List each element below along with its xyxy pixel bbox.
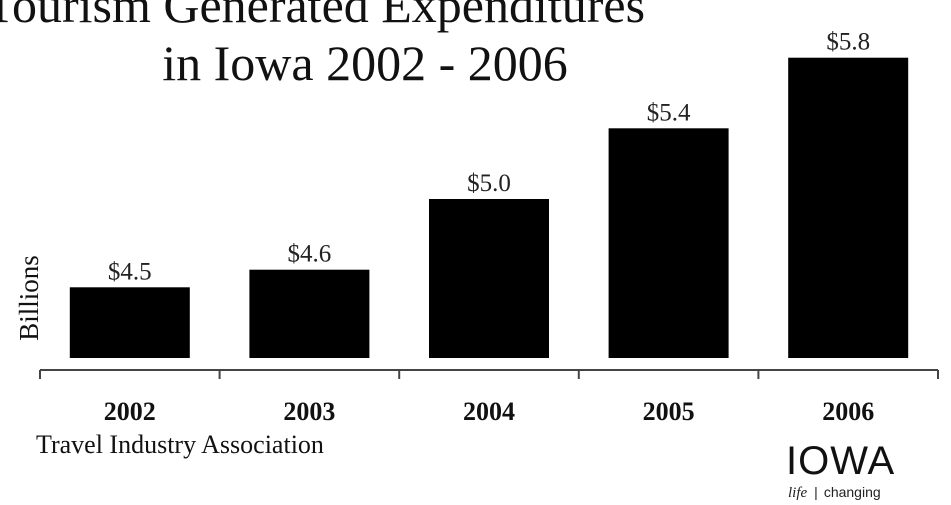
iowa-logo: IOWA life | changing (786, 439, 895, 501)
value-label-2002: $4.5 (108, 258, 152, 285)
category-label-2004: 2004 (463, 397, 515, 426)
category-labels-group: 2002 2003 2004 2005 2006 (104, 397, 874, 426)
bar-2003 (249, 270, 369, 358)
chart-title-line-1: Tourism Generated Expenditures (0, 0, 645, 33)
bar-2002 (70, 287, 190, 358)
logo-tagline-changing: changing (824, 484, 881, 500)
bar-2005 (609, 128, 729, 358)
x-axis-ticks (40, 370, 938, 379)
value-label-2005: $5.4 (647, 99, 691, 126)
source-note: Travel Industry Association (36, 430, 324, 459)
bars-group (70, 58, 908, 358)
logo-tagline: life | changing (788, 484, 881, 501)
value-label-2004: $5.0 (467, 170, 511, 197)
chart-title-line-2: in Iowa 2002 - 2006 (162, 35, 568, 91)
bar-2004 (429, 199, 549, 358)
logo-tagline-life: life (788, 485, 808, 501)
category-label-2005: 2005 (643, 397, 695, 426)
category-label-2002: 2002 (104, 397, 156, 426)
logo-wordmark: IOWA (786, 439, 895, 483)
category-label-2006: 2006 (822, 397, 874, 426)
category-label-2003: 2003 (283, 397, 335, 426)
y-axis-label: Billions (14, 255, 44, 341)
value-label-2003: $4.6 (288, 241, 332, 268)
value-label-2006: $5.8 (826, 29, 870, 56)
bar-2006 (788, 58, 908, 358)
logo-tagline-separator: | (814, 484, 818, 500)
